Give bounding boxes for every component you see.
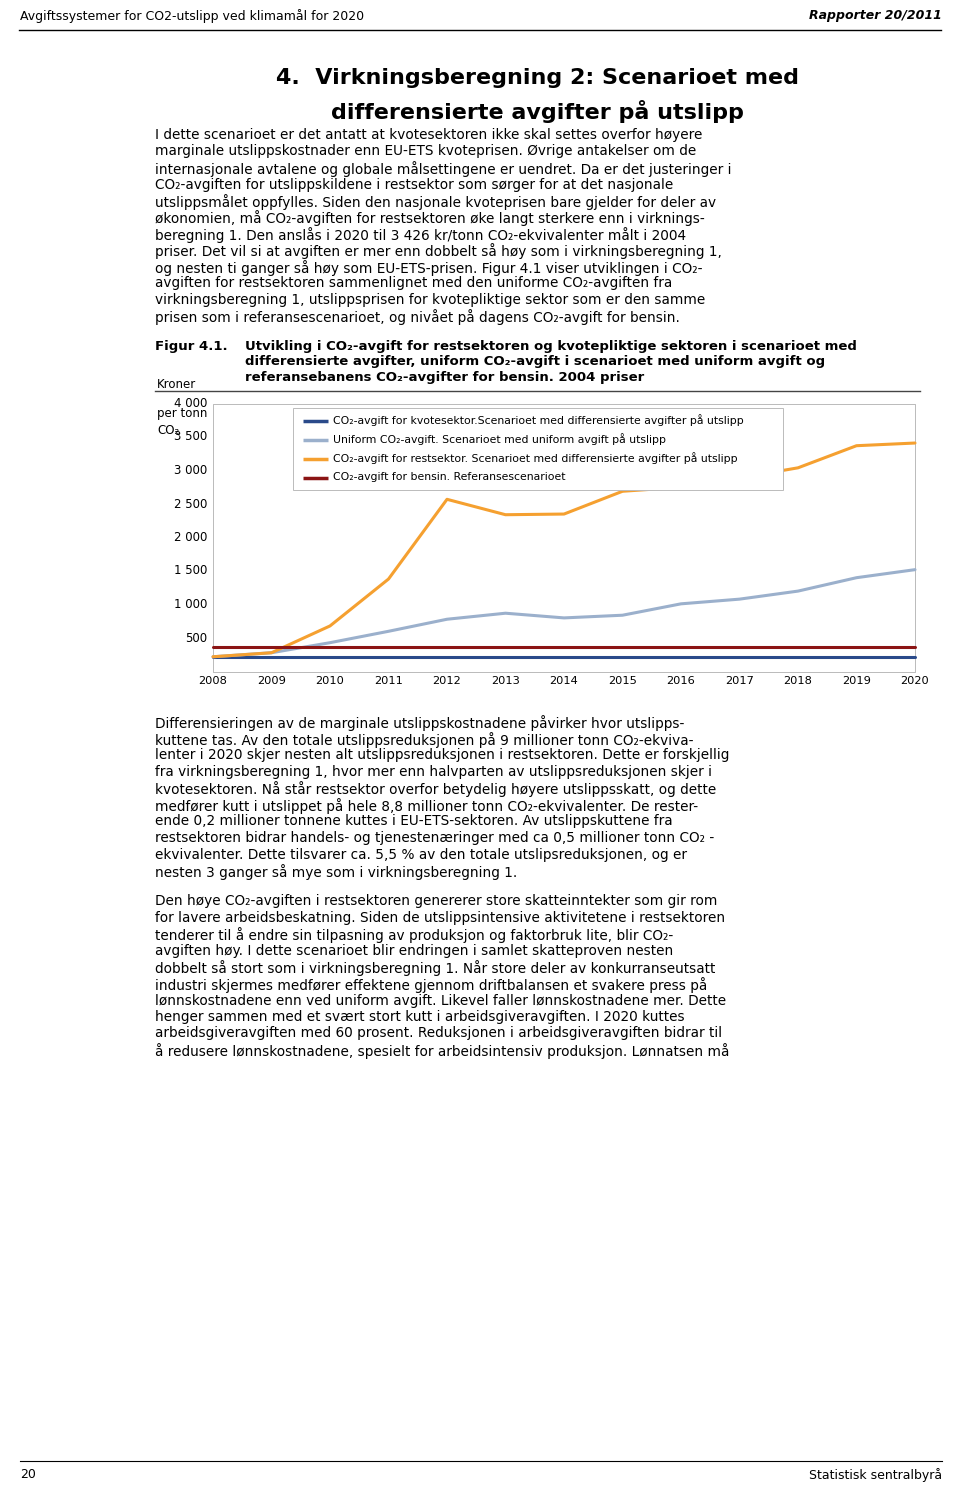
Text: Rapporter 20/2011: Rapporter 20/2011 (809, 9, 942, 22)
Text: å redusere lønnskostnadene, spesielt for arbeidsintensiv produksjon. Lønnatsen m: å redusere lønnskostnadene, spesielt for… (155, 1042, 730, 1059)
Text: CO₂-avgift for kvotesektor.Scenarioet med differensierte avgifter på utslipp: CO₂-avgift for kvotesektor.Scenarioet me… (333, 414, 744, 426)
Text: marginale utslippskostnader enn EU-ETS kvoteprisen. Øvrige antakelser om de: marginale utslippskostnader enn EU-ETS k… (155, 144, 696, 158)
Text: for lavere arbeidsbeskatning. Siden de utslippsintensive aktivitetene i restsekt: for lavere arbeidsbeskatning. Siden de u… (155, 911, 725, 925)
Text: dobbelt så stort som i virkningsberegning 1. Når store deler av konkurranseutsat: dobbelt så stort som i virkningsberegnin… (155, 960, 715, 977)
Text: Den høye CO₂-avgiften i restsektoren genererer store skatteinntekter som gir rom: Den høye CO₂-avgiften i restsektoren gen… (155, 895, 717, 908)
Text: 1 000: 1 000 (174, 599, 207, 610)
Text: 4 000: 4 000 (174, 398, 207, 409)
Text: 500: 500 (185, 631, 207, 645)
Text: industri skjermes medfører effektene gjennom driftbalansen et svakere press på: industri skjermes medfører effektene gje… (155, 977, 708, 993)
Text: per tonn: per tonn (157, 408, 207, 420)
Text: prisen som i referansescenarioet, og nivået på dagens CO₂-avgift for bensin.: prisen som i referansescenarioet, og niv… (155, 310, 680, 326)
Bar (293, 408, 783, 490)
Text: ende 0,2 millioner tonnene kuttes i EU-ETS-sektoren. Av utslippskuttene fra: ende 0,2 millioner tonnene kuttes i EU-E… (155, 814, 673, 828)
Text: 20: 20 (20, 1468, 36, 1482)
Text: nesten 3 ganger så mye som i virkningsberegning 1.: nesten 3 ganger så mye som i virkningsbe… (155, 864, 517, 880)
Text: kvotesektoren. Nå står restsektor overfor betydelig høyere utslippsskatt, og det: kvotesektoren. Nå står restsektor overfo… (155, 782, 716, 798)
Text: 2017: 2017 (725, 676, 754, 685)
Text: 2013: 2013 (492, 676, 520, 685)
Text: 2009: 2009 (257, 676, 286, 685)
Text: 1 500: 1 500 (174, 564, 207, 578)
Bar (213, 404, 915, 672)
Text: differensierte avgifter, uniform CO₂-avgift i scenarioet med uniform avgift og: differensierte avgifter, uniform CO₂-avg… (245, 356, 826, 368)
Text: 2019: 2019 (842, 676, 871, 685)
Text: Statistisk sentralbyrå: Statistisk sentralbyrå (809, 1468, 942, 1482)
Text: lenter i 2020 skjer nesten alt utslippsreduksjonen i restsektoren. Dette er fors: lenter i 2020 skjer nesten alt utslippsr… (155, 749, 730, 762)
Text: 2 000: 2 000 (174, 532, 207, 543)
Text: avgiften høy. I dette scenarioet blir endringen i samlet skatteproven nesten: avgiften høy. I dette scenarioet blir en… (155, 944, 673, 957)
Text: CO₂-avgift for restsektor. Scenarioet med differensierte avgifter på utslipp: CO₂-avgift for restsektor. Scenarioet me… (333, 453, 737, 465)
Text: Differensieringen av de marginale utslippskostnadene påvirker hvor utslipps-: Differensieringen av de marginale utslip… (155, 716, 684, 731)
Text: Kroner: Kroner (157, 378, 196, 392)
Text: 2 500: 2 500 (174, 497, 207, 511)
Text: I dette scenarioet er det antatt at kvotesektoren ikke skal settes overfor høyer: I dette scenarioet er det antatt at kvot… (155, 128, 703, 141)
Text: beregning 1. Den anslås i 2020 til 3 426 kr/tonn CO₂-ekvivalenter målt i 2004: beregning 1. Den anslås i 2020 til 3 426… (155, 226, 686, 243)
Text: arbeidsgiveravgiften med 60 prosent. Reduksjonen i arbeidsgiveravgiften bidrar t: arbeidsgiveravgiften med 60 prosent. Red… (155, 1026, 722, 1041)
Text: Utvikling i CO₂-avgift for restsektoren og kvotepliktige sektoren i scenarioet m: Utvikling i CO₂-avgift for restsektoren … (245, 339, 857, 353)
Text: CO₂-avgift for bensin. Referansescenarioet: CO₂-avgift for bensin. Referansescenario… (333, 472, 565, 482)
Text: virkningsberegning 1, utslippsprisen for kvotepliktige sektor som er den samme: virkningsberegning 1, utslippsprisen for… (155, 293, 706, 307)
Text: økonomien, må CO₂-avgiften for restsektoren øke langt sterkere enn i virknings-: økonomien, må CO₂-avgiften for restsekto… (155, 210, 705, 226)
Text: priser. Det vil si at avgiften er mer enn dobbelt så høy som i virkningsberegnin: priser. Det vil si at avgiften er mer en… (155, 244, 722, 259)
Text: 3 500: 3 500 (174, 430, 207, 444)
Text: Uniform CO₂-avgift. Scenarioet med uniform avgift på utslipp: Uniform CO₂-avgift. Scenarioet med unifo… (333, 433, 666, 445)
Text: lønnskostnadene enn ved uniform avgift. Likevel faller lønnskostnadene mer. Dett: lønnskostnadene enn ved uniform avgift. … (155, 993, 726, 1008)
Text: 3 000: 3 000 (174, 465, 207, 476)
Text: utslippsmålet oppfylles. Siden den nasjonale kvoteprisen bare gjelder for deler : utslippsmålet oppfylles. Siden den nasjo… (155, 194, 716, 210)
Text: henger sammen med et svært stort kutt i arbeidsgiveravgiften. I 2020 kuttes: henger sammen med et svært stort kutt i … (155, 1010, 684, 1024)
Text: 2012: 2012 (433, 676, 462, 685)
Text: 2018: 2018 (783, 676, 812, 685)
Text: 2020: 2020 (900, 676, 929, 685)
Text: Figur 4.1.: Figur 4.1. (155, 339, 228, 353)
Text: 2008: 2008 (199, 676, 228, 685)
Text: 2015: 2015 (608, 676, 636, 685)
Text: ekvivalenter. Dette tilsvarer ca. 5,5 % av den totale utslipsreduksjonen, og er: ekvivalenter. Dette tilsvarer ca. 5,5 % … (155, 847, 687, 862)
Text: og nesten ti ganger så høy som EU-ETS-prisen. Figur 4.1 viser utviklingen i CO₂-: og nesten ti ganger så høy som EU-ETS-pr… (155, 261, 703, 275)
Text: CO₂-avgiften for utslippskildene i restsektor som sørger for at det nasjonale: CO₂-avgiften for utslippskildene i rests… (155, 177, 673, 192)
Text: 2014: 2014 (550, 676, 578, 685)
Text: medfører kutt i utslippet på hele 8,8 millioner tonn CO₂-ekvivalenter. De rester: medfører kutt i utslippet på hele 8,8 mi… (155, 798, 698, 814)
Text: 2010: 2010 (316, 676, 345, 685)
Text: Avgiftssystemer for CO2-utslipp ved klimamål for 2020: Avgiftssystemer for CO2-utslipp ved klim… (20, 9, 364, 22)
Text: kuttene tas. Av den totale utslippsreduksjonen på 9 millioner tonn CO₂-ekviva-: kuttene tas. Av den totale utslippsreduk… (155, 733, 693, 747)
Text: referansebanens CO₂-avgifter for bensin. 2004 priser: referansebanens CO₂-avgifter for bensin.… (245, 371, 644, 384)
Text: tenderer til å endre sin tilpasning av produksjon og faktorbruk lite, blir CO₂-: tenderer til å endre sin tilpasning av p… (155, 928, 673, 944)
Text: 2011: 2011 (374, 676, 403, 685)
Text: CO₂: CO₂ (157, 423, 180, 436)
Text: internasjonale avtalene og globale målsettingene er uendret. Da er det justering: internasjonale avtalene og globale målse… (155, 161, 732, 177)
Text: avgiften for restsektoren sammenlignet med den uniforme CO₂-avgiften fra: avgiften for restsektoren sammenlignet m… (155, 277, 672, 290)
Text: differensierte avgifter på utslipp: differensierte avgifter på utslipp (331, 100, 744, 124)
Text: fra virkningsberegning 1, hvor mer enn halvparten av utslippsreduksjonen skjer i: fra virkningsberegning 1, hvor mer enn h… (155, 765, 712, 779)
Text: restsektoren bidrar handels- og tjenestenæringer med ca 0,5 millioner tonn CO₂ -: restsektoren bidrar handels- og tjeneste… (155, 831, 714, 844)
Text: 2016: 2016 (666, 676, 695, 685)
Text: 4.  Virkningsberegning 2: Scenarioet med: 4. Virkningsberegning 2: Scenarioet med (276, 68, 799, 88)
